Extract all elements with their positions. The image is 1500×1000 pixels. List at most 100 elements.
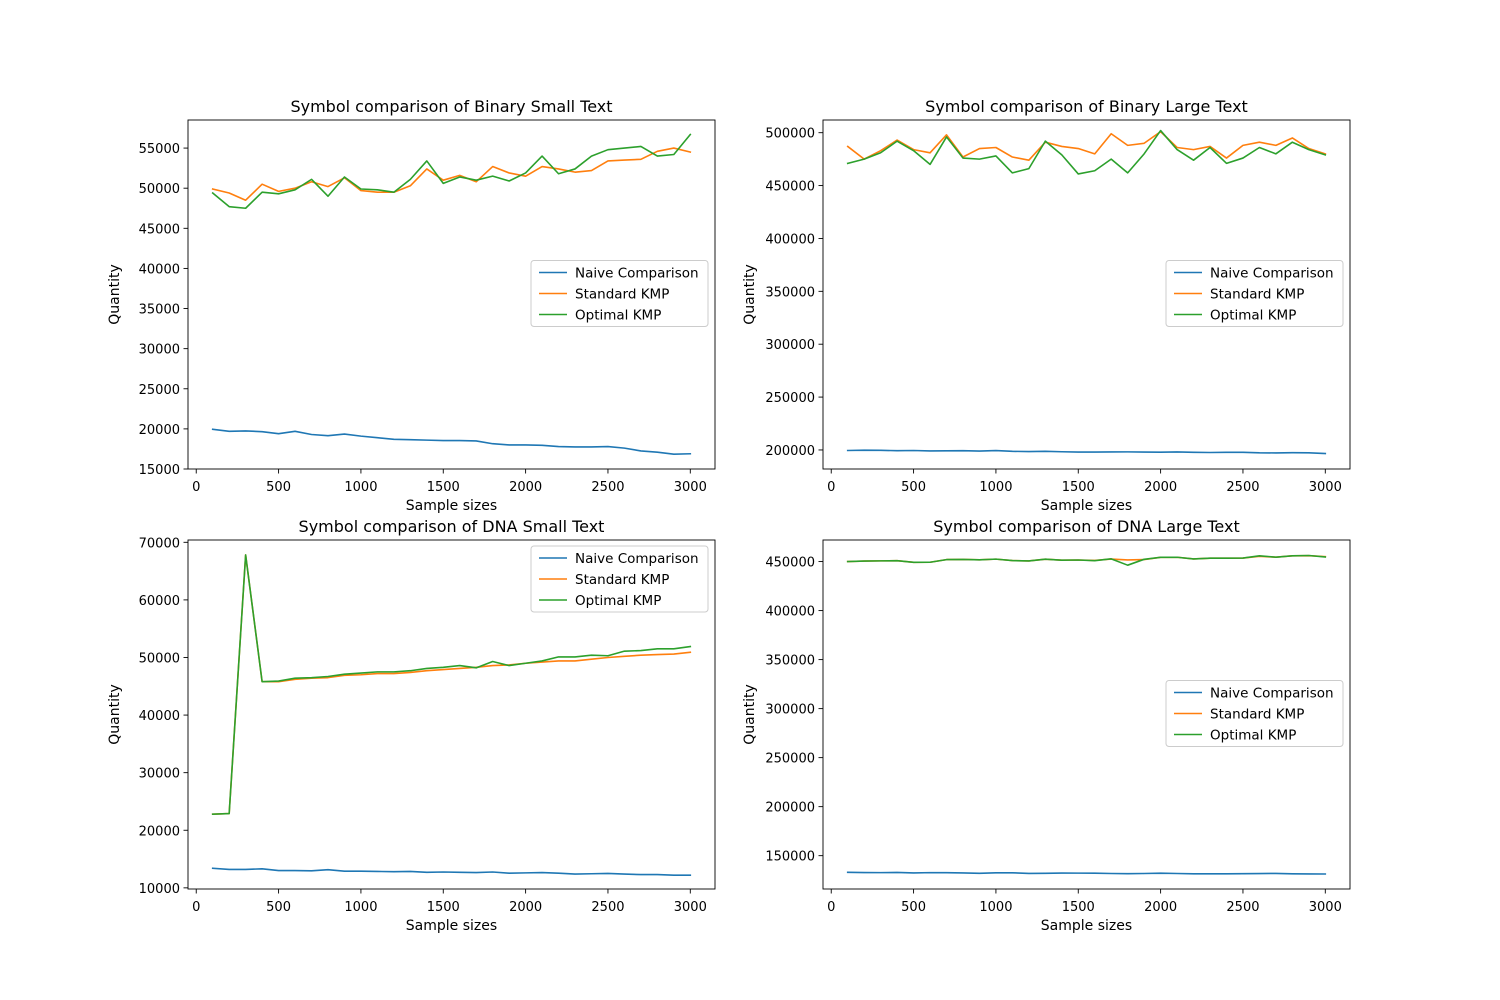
series-lines — [846, 554, 1327, 875]
y-axis-label: Quantity — [107, 264, 123, 325]
y-axis-label: Quantity — [742, 264, 758, 325]
series-line-naive-comparison — [846, 871, 1327, 875]
y-tick-label: 40000 — [139, 709, 180, 724]
chart-title: Symbol comparison of Binary Large Text — [925, 97, 1248, 116]
y-tick-label: 20000 — [139, 824, 180, 839]
x-tick-label: 3000 — [674, 480, 707, 495]
chart-title: Symbol comparison of Binary Small Text — [290, 97, 612, 116]
legend-label: Standard KMP — [575, 572, 669, 588]
x-tick-label: 2500 — [591, 480, 624, 495]
legend-box — [530, 545, 709, 613]
y-tick-label: 70000 — [139, 536, 180, 551]
series-line-naive-comparison — [211, 867, 692, 876]
y-tick-label: 250000 — [765, 752, 815, 767]
y-tick-label: 350000 — [765, 654, 815, 669]
legend-label: Naive Comparison — [575, 266, 699, 282]
series-line-standard-kmp — [846, 130, 1327, 161]
legend-label: Optimal KMP — [575, 308, 661, 324]
series-line-optimal-kmp — [846, 129, 1327, 175]
y-tick-label: 15000 — [139, 463, 180, 478]
legend: Naive Comparison Standard KMP Optimal KMP — [530, 545, 709, 613]
x-tick-label: 500 — [901, 900, 926, 915]
x-tick-label: 2500 — [1226, 900, 1259, 915]
legend: Naive Comparison Standard KMP Optimal KMP — [1165, 260, 1344, 327]
y-tick-label: 200000 — [765, 444, 815, 459]
x-axis-label: Sample sizes — [406, 498, 497, 514]
x-tick-label: 500 — [266, 900, 291, 915]
y-tick-label: 450000 — [765, 180, 815, 195]
y-tick-label: 40000 — [139, 262, 180, 277]
y-tick-label: 50000 — [139, 651, 180, 666]
x-tick-label: 1500 — [1062, 480, 1095, 495]
series-lines — [211, 554, 692, 876]
legend-box — [530, 260, 709, 327]
chart-title: Symbol comparison of DNA Large Text — [933, 517, 1239, 536]
series-line-optimal-kmp — [211, 133, 692, 210]
y-axis-label: Quantity — [107, 684, 123, 745]
series-lines — [211, 133, 692, 455]
y-tick-label: 30000 — [139, 767, 180, 782]
chart-1: 0 500 1000 1500 2000 2500 3000 15000 20000 25000 3… — [107, 97, 716, 514]
legend-label: Naive Comparison — [1210, 266, 1334, 282]
y-tick-label: 20000 — [139, 423, 180, 438]
x-axis-label: Sample sizes — [1041, 498, 1132, 514]
x-tick-label: 0 — [192, 900, 200, 915]
y-tick-label: 55000 — [139, 142, 180, 157]
x-tick-label: 1000 — [979, 900, 1012, 915]
y-tick-label: 30000 — [139, 343, 180, 358]
x-tick-label: 1500 — [427, 900, 460, 915]
y-tick-label: 250000 — [765, 391, 815, 406]
x-tick-label: 2000 — [509, 480, 542, 495]
legend: Naive Comparison Standard KMP Optimal KMP — [1165, 680, 1344, 747]
x-tick-label: 500 — [266, 480, 291, 495]
y-tick-label: 150000 — [765, 850, 815, 865]
x-axis-label: Sample sizes — [1041, 918, 1132, 934]
x-tick-label: 1000 — [344, 480, 377, 495]
x-tick-label: 2500 — [1226, 480, 1259, 495]
series-line-optimal-kmp — [846, 554, 1327, 566]
x-tick-label: 3000 — [1309, 480, 1342, 495]
legend-label: Optimal KMP — [1210, 728, 1296, 744]
y-tick-label: 10000 — [139, 882, 180, 897]
legend-label: Optimal KMP — [575, 593, 661, 609]
x-tick-label: 1000 — [979, 480, 1012, 495]
legend-label: Naive Comparison — [575, 551, 699, 567]
series-line-naive-comparison — [846, 449, 1327, 455]
x-tick-label: 2500 — [591, 900, 624, 915]
x-tick-label: 0 — [827, 480, 835, 495]
series-line-standard-kmp — [211, 554, 692, 815]
legend-label: Optimal KMP — [1210, 308, 1296, 324]
legend-label: Standard KMP — [1210, 707, 1304, 723]
series-line-optimal-kmp — [211, 554, 692, 815]
x-tick-label: 2000 — [1144, 480, 1177, 495]
y-tick-label: 200000 — [765, 801, 815, 816]
chart-title: Symbol comparison of DNA Small Text — [299, 517, 605, 536]
legend-box — [1165, 680, 1344, 747]
y-axis-label: Quantity — [742, 684, 758, 745]
x-tick-label: 0 — [827, 900, 835, 915]
series-lines — [846, 129, 1327, 455]
x-tick-label: 500 — [901, 480, 926, 495]
x-tick-label: 3000 — [674, 900, 707, 915]
legend-box — [1165, 260, 1344, 327]
plot-frame — [822, 539, 1351, 890]
y-tick-label: 500000 — [765, 127, 815, 142]
plot-frame — [822, 119, 1351, 470]
x-tick-label: 1500 — [427, 480, 460, 495]
y-tick-label: 60000 — [139, 594, 180, 609]
y-tick-label: 450000 — [765, 556, 815, 571]
plot-frame — [187, 119, 716, 470]
series-line-naive-comparison — [211, 428, 692, 455]
legend: Naive Comparison Standard KMP Optimal KMP — [530, 260, 709, 327]
y-tick-label: 25000 — [139, 383, 180, 398]
y-tick-label: 300000 — [765, 703, 815, 718]
y-tick-label: 50000 — [139, 182, 180, 197]
y-tick-label: 300000 — [765, 338, 815, 353]
y-tick-label: 45000 — [139, 222, 180, 237]
legend-label: Naive Comparison — [1210, 686, 1334, 702]
series-line-standard-kmp — [211, 147, 692, 202]
y-tick-label: 350000 — [765, 285, 815, 300]
chart-2: 0 500 1000 1500 2000 2500 3000 200000 250000 3000… — [742, 97, 1351, 514]
y-tick-label: 400000 — [765, 232, 815, 247]
x-tick-label: 2000 — [509, 900, 542, 915]
